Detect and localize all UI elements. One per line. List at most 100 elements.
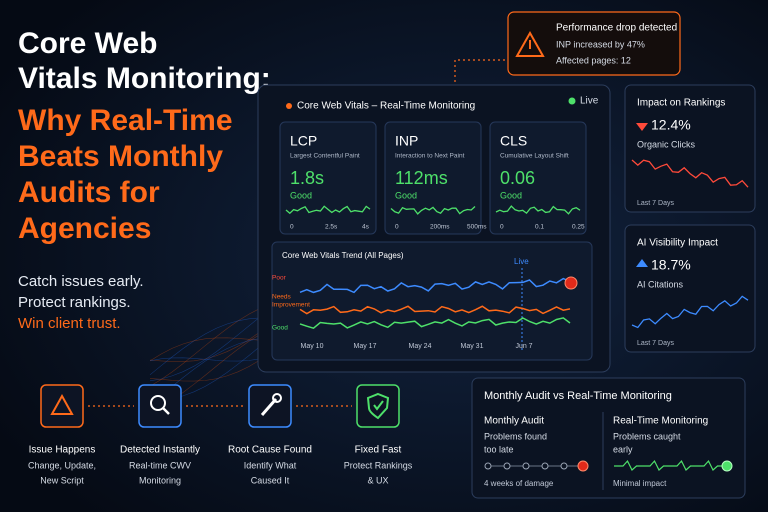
tagline: Protect rankings.	[18, 294, 131, 311]
dashboard-dot	[286, 103, 292, 109]
step-title: Fixed Fast	[355, 445, 402, 456]
timeline-dot	[503, 462, 511, 470]
metric-tick: 0	[500, 224, 504, 231]
pulse-line	[614, 459, 722, 471]
metric-card	[384, 121, 482, 235]
comparison-text: too late	[484, 444, 514, 454]
step-icon	[150, 395, 166, 411]
step-detail: Real-time CWV	[129, 460, 191, 470]
metric-tick: 0	[395, 224, 399, 231]
dashboard-title: Core Web Vitals – Real-Time Monitoring	[297, 101, 475, 112]
band-label: Improvement	[272, 302, 310, 309]
metric-description: Largest Contentful Paint	[290, 153, 360, 160]
step-detail: Identify What	[244, 460, 297, 470]
alert-title: Performance drop detected	[556, 23, 677, 34]
metric-card	[489, 121, 587, 235]
band-label: Needs	[272, 294, 292, 301]
step-icon	[272, 393, 282, 403]
trend-line-poor	[299, 277, 571, 294]
date-label: May 31	[461, 343, 484, 350]
band-label: Good	[272, 325, 288, 332]
impact-arrow	[636, 123, 648, 131]
step-title: Root Cause Found	[228, 445, 312, 456]
step-detail: Monitoring	[139, 475, 181, 485]
step-title: Issue Happens	[29, 445, 96, 456]
tagline: Win client trust.	[18, 315, 121, 332]
impact-title: Impact on Rankings	[637, 98, 725, 109]
metric-rating: Good	[395, 190, 417, 200]
connector	[454, 59, 508, 92]
metric-tick: 0.25	[572, 224, 585, 231]
headline-accent-line: Beats Monthly	[18, 140, 223, 173]
live-status: Live	[580, 96, 599, 107]
step-icon-box	[138, 384, 182, 428]
comparison-text: Problems caught	[613, 431, 681, 441]
metric-sparkline	[285, 205, 371, 215]
step-icon	[162, 407, 170, 415]
metric-sparkline	[495, 205, 581, 215]
impact-sparkline	[631, 159, 749, 188]
date-label: Jun 7	[515, 343, 532, 350]
impact-period: Last 7 Days	[637, 340, 674, 347]
alert-box	[507, 11, 681, 76]
metric-tick: 2.5s	[325, 224, 338, 231]
timeline-dot	[522, 462, 530, 470]
metric-name: LCP	[290, 133, 317, 149]
impact-value: 12.4%	[651, 117, 691, 133]
headline-line: Core Web	[18, 27, 157, 60]
metric-tick: 200ms	[430, 224, 450, 231]
alert-point	[564, 276, 578, 290]
timeline-dot	[541, 462, 549, 470]
metric-description: Cumulative Layout Shift	[500, 153, 569, 160]
comparison-text: Problems found	[484, 431, 547, 441]
impact-sparkline	[631, 295, 749, 329]
step-icon-box	[40, 384, 84, 428]
trend-line-good	[299, 317, 571, 330]
step-icon	[50, 393, 74, 415]
trend-panel	[271, 241, 593, 361]
metric-description: Interaction to Next Paint	[395, 153, 465, 160]
date-label: May 24	[409, 343, 432, 350]
step-icon	[366, 392, 390, 420]
comparison-heading: Monthly Audit	[484, 416, 544, 427]
alert-icon	[515, 30, 545, 57]
date-label: May 17	[354, 343, 377, 350]
impact-metric: Organic Clicks	[637, 139, 696, 149]
alert-line: INP increased by 47%	[556, 39, 645, 49]
impact-period: Last 7 Days	[637, 200, 674, 207]
headline-accent-line: Audits for	[18, 176, 160, 209]
comparison-title: Monthly Audit vs Real-Time Monitoring	[484, 390, 672, 402]
comparison-text: early	[613, 444, 633, 454]
metric-tick: 0.1	[535, 224, 544, 231]
step-icon	[373, 400, 384, 411]
timeline-dot	[560, 462, 568, 470]
metric-tick: 0	[290, 224, 294, 231]
step-title: Detected Instantly	[120, 445, 200, 456]
step-detail: Caused It	[251, 475, 290, 485]
date-label: May 10	[301, 343, 324, 350]
tagline: Catch issues early.	[18, 273, 144, 290]
step-detail: & UX	[367, 475, 388, 485]
comparison-footer: Minimal impact	[613, 479, 667, 488]
impact-metric: AI Citations	[637, 279, 684, 289]
step-detail: Change, Update,	[28, 460, 96, 470]
timeline-alert	[577, 460, 589, 472]
metric-sparkline	[390, 206, 476, 215]
metric-value: 1.8s	[290, 168, 324, 188]
step-icon-box	[356, 384, 400, 428]
comparison-footer: 4 weeks of damage	[484, 479, 554, 488]
pulse-dot	[721, 460, 733, 472]
headline-accent-line: Agencies	[18, 212, 151, 245]
impact-arrow	[636, 259, 648, 267]
step-detail: New Script	[40, 475, 84, 485]
metric-rating: Good	[500, 190, 522, 200]
metric-value: 112ms	[395, 168, 448, 188]
metric-value: 0.06	[500, 168, 535, 188]
headline-line: Vitals Monitoring:	[18, 62, 271, 95]
trend-line-needs	[299, 305, 571, 315]
metric-tick: 500ms	[467, 224, 487, 231]
timeline-dot	[484, 462, 492, 470]
live-dot	[568, 97, 576, 105]
step-detail: Protect Rankings	[344, 460, 413, 470]
